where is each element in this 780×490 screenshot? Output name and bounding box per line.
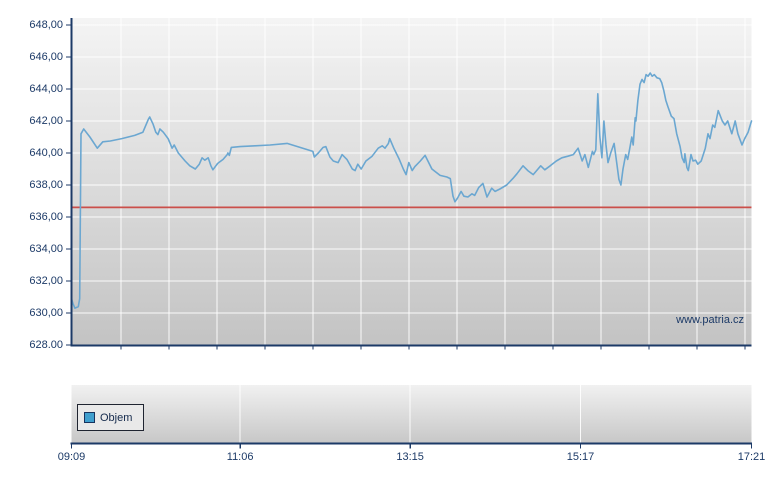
x-axis-label: 09:09 (57, 451, 86, 463)
y-axis-label: 634,00 (29, 243, 63, 255)
y-axis-label: 628.00 (29, 339, 63, 351)
watermark: www.patria.cz (676, 314, 744, 326)
y-axis-label: 632,00 (29, 275, 63, 287)
y-axis-label: 640,00 (29, 147, 63, 159)
x-axis-label: 15:17 (566, 451, 595, 463)
y-axis-label: 644,00 (29, 83, 63, 95)
volume-series-swatch-icon (84, 412, 95, 423)
x-axis-label: 13:15 (396, 451, 424, 463)
x-axis-label: 17:21 (737, 451, 766, 463)
y-axis-label: 648,00 (29, 19, 63, 31)
y-axis-label: 630,00 (29, 307, 63, 319)
y-axis-label: 642,00 (29, 115, 63, 127)
volume-legend-label: Objem (100, 411, 133, 424)
y-axis-label: 638,00 (29, 179, 63, 191)
y-axis-label: 636,00 (29, 211, 63, 223)
y-axis-label: 646,00 (29, 51, 63, 63)
volume-legend-box: Objem (77, 404, 145, 431)
x-axis-label: 11:06 (226, 451, 254, 463)
